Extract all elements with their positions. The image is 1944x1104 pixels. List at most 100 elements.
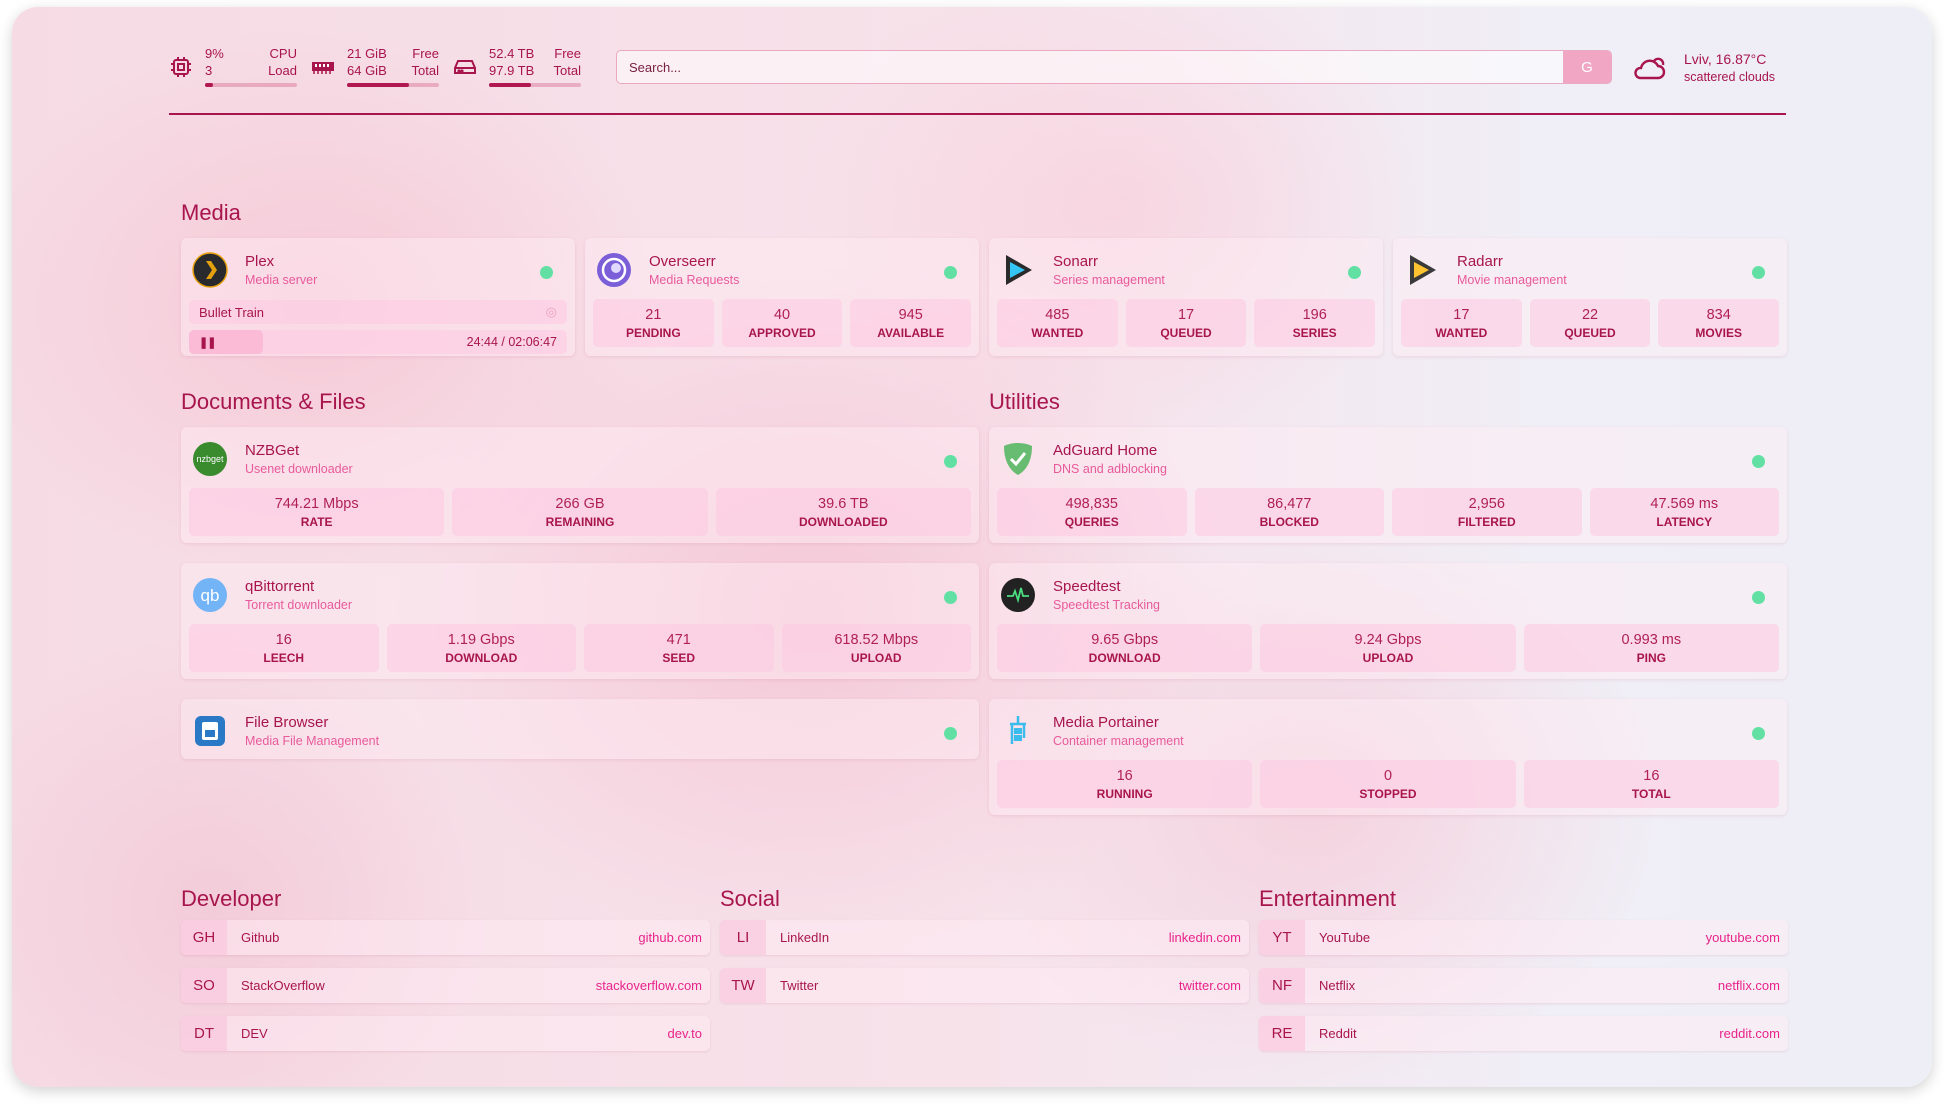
stat-value: 16	[275, 632, 292, 648]
stats-row: 498,835 QUERIES 86,477 BLOCKED 2,956 FILTERED…	[997, 488, 1779, 536]
bookmark-reddit[interactable]: RE Reddit reddit.com	[1259, 1016, 1788, 1051]
stat-label: QUEUED	[1160, 326, 1212, 340]
free-label: Free	[412, 46, 439, 61]
service-card[interactable]: Media Portainer Container management 16 RUN…	[989, 699, 1787, 815]
stats-row: 9.65 Gbps DOWNLOAD 9.24 Gbps UPLOAD 0.993 ms…	[997, 624, 1779, 672]
stat-block: 40 APPROVED	[721, 299, 843, 347]
bookmark-name: DEV	[241, 1026, 268, 1041]
bookmark-url[interactable]: twitter.com	[1178, 978, 1241, 993]
status-online-indicator	[944, 727, 957, 740]
search-provider-button[interactable]: G	[1563, 51, 1611, 83]
service-description: DNS and adblocking	[1053, 462, 1167, 476]
section-title-social: Social	[720, 886, 780, 911]
stat-block: 1.19 Gbps DOWNLOAD	[386, 624, 576, 672]
stat-value: 945	[898, 307, 923, 323]
adguard-icon	[1000, 441, 1036, 477]
stat-value: 16	[1643, 768, 1660, 784]
stat-value: 2,956	[1468, 496, 1505, 512]
stat-label: SERIES	[1292, 326, 1337, 340]
bookmark-github[interactable]: GH Github github.com	[181, 920, 710, 955]
bookmark-url[interactable]: stackoverflow.com	[595, 978, 702, 993]
status-online-indicator	[944, 591, 957, 604]
status-online-indicator	[1348, 266, 1361, 279]
service-card[interactable]: Sonarr Series management 485 WANTED 17 QUEUED…	[989, 238, 1383, 356]
bookmark-url[interactable]: reddit.com	[1719, 1026, 1780, 1041]
stat-value: 9.24 Gbps	[1354, 632, 1422, 648]
stat-value: 266 GB	[555, 496, 605, 512]
service-card[interactable]: Radarr Movie management 17 WANTED 22 QUEUED 83…	[1393, 238, 1787, 356]
bookmark-youtube[interactable]: YT YouTube youtube.com	[1259, 920, 1788, 955]
stat-value: 9.65 Gbps	[1091, 632, 1159, 648]
pause-icon[interactable]: ❚❚	[199, 336, 216, 349]
stat-block: 16 TOTAL	[1523, 760, 1779, 808]
service-card[interactable]: AdGuard Home DNS and adblocking 498,835 QUE…	[989, 427, 1787, 543]
card-text: Plex Media server	[245, 253, 317, 287]
stat-label: UPLOAD	[850, 651, 902, 665]
service-description: Series management	[1053, 273, 1165, 287]
stat-label: QUERIES	[1064, 515, 1119, 529]
bookmark-url[interactable]: github.com	[638, 930, 702, 945]
service-name: Media Portainer	[1053, 714, 1159, 731]
service-name: Sonarr	[1053, 253, 1099, 270]
card-text: Speedtest Speedtest Tracking	[1053, 578, 1160, 612]
bookmark-abbr: RE	[1259, 1016, 1305, 1051]
stat-value: 21	[645, 307, 662, 323]
stat-label: DOWNLOAD	[445, 651, 518, 665]
card-text: File Browser Media File Management	[245, 714, 379, 748]
svg-text:qb: qb	[201, 586, 220, 605]
svg-text:nzbget: nzbget	[196, 454, 224, 464]
stats-row: 485 WANTED 17 QUEUED 196 SERIES	[997, 299, 1376, 347]
service-card[interactable]: Overseerr Media Requests 21 PENDING 40 APPROV…	[585, 238, 979, 356]
section-title-documents: Documents & Files	[181, 389, 366, 414]
card-header: qb qBittorrent Torrent downloader	[189, 573, 971, 617]
service-description: Usenet downloader	[245, 462, 353, 476]
service-description: Movie management	[1457, 273, 1567, 287]
bookmark-url[interactable]: netflix.com	[1717, 978, 1780, 993]
bookmark-twitter[interactable]: TW Twitter twitter.com	[720, 968, 1249, 1003]
stat-value: 485	[1045, 307, 1070, 323]
now-playing-title-row: Bullet Train ◎	[189, 300, 567, 324]
bookmark-dev[interactable]: DT DEV dev.to	[181, 1016, 710, 1051]
stats-row: 16 LEECH 1.19 Gbps DOWNLOAD 471 SEED 618.52 Mb…	[189, 624, 971, 672]
stats-row: 744.21 Mbps RATE 266 GB REMAINING 39.6 TB DOW…	[189, 488, 971, 536]
service-card[interactable]: nzbget NZBGet Usenet downloader 744.21 Mbps…	[181, 427, 979, 543]
status-online-indicator	[1752, 266, 1765, 279]
service-card[interactable]: Plex Media server Bullet Train ◎ ❚❚ 24:44 / 0…	[181, 238, 575, 356]
cpu-widget: 9% CPU 3 Load	[169, 45, 297, 89]
disk-widget: 52.4 TB Free 97.9 TB Total	[453, 45, 581, 89]
bookmark-url[interactable]: dev.to	[667, 1026, 702, 1041]
bookmark-stackoverflow[interactable]: SO StackOverflow stackoverflow.com	[181, 968, 710, 1003]
bookmark-name: Netflix	[1319, 978, 1356, 993]
stat-block: 471 SEED	[584, 624, 774, 672]
status-online-indicator	[1752, 591, 1765, 604]
status-online-indicator	[944, 266, 957, 279]
service-card[interactable]: Speedtest Speedtest Tracking 9.65 Gbps DOWN…	[989, 563, 1787, 679]
stream-info-icon[interactable]: ◎	[545, 304, 557, 319]
divider	[169, 113, 1786, 115]
stat-block: 22 QUEUED	[1529, 299, 1651, 347]
memory-widget: 21 GiB Free 64 GiB Total	[311, 45, 439, 89]
plex-icon	[192, 252, 228, 288]
bookmark-name: Reddit	[1319, 1026, 1357, 1041]
bookmark-abbr: TW	[720, 968, 766, 1003]
cpu-load: 3	[205, 63, 213, 78]
stat-value: 47.569 ms	[1650, 496, 1719, 512]
stat-block: 17 QUEUED	[1125, 299, 1247, 347]
service-card[interactable]: File Browser Media File Management	[181, 699, 979, 759]
stat-label: SEED	[662, 651, 696, 665]
stat-block: 21 PENDING	[593, 299, 714, 347]
stats-row: 21 PENDING 40 APPROVED 945 AVAILABLE	[593, 299, 972, 347]
service-card[interactable]: qb qBittorrent Torrent downloader 16 LEECH 1.…	[181, 563, 979, 679]
bookmark-netflix[interactable]: NF Netflix netflix.com	[1259, 968, 1788, 1003]
disk-bar	[489, 83, 581, 87]
stat-value: 40	[773, 307, 791, 323]
bookmark-url[interactable]: youtube.com	[1705, 930, 1780, 945]
bookmark-url[interactable]: linkedin.com	[1168, 930, 1241, 945]
memory-free: 21 GiB	[347, 46, 387, 61]
stat-block: 17 WANTED	[1401, 299, 1522, 347]
search-input[interactable]	[617, 59, 1563, 75]
bookmark-linkedin[interactable]: LI LinkedIn linkedin.com	[720, 920, 1249, 955]
service-name: File Browser	[245, 714, 329, 731]
cpu-icon	[171, 57, 191, 77]
bookmark-name: StackOverflow	[241, 978, 325, 993]
